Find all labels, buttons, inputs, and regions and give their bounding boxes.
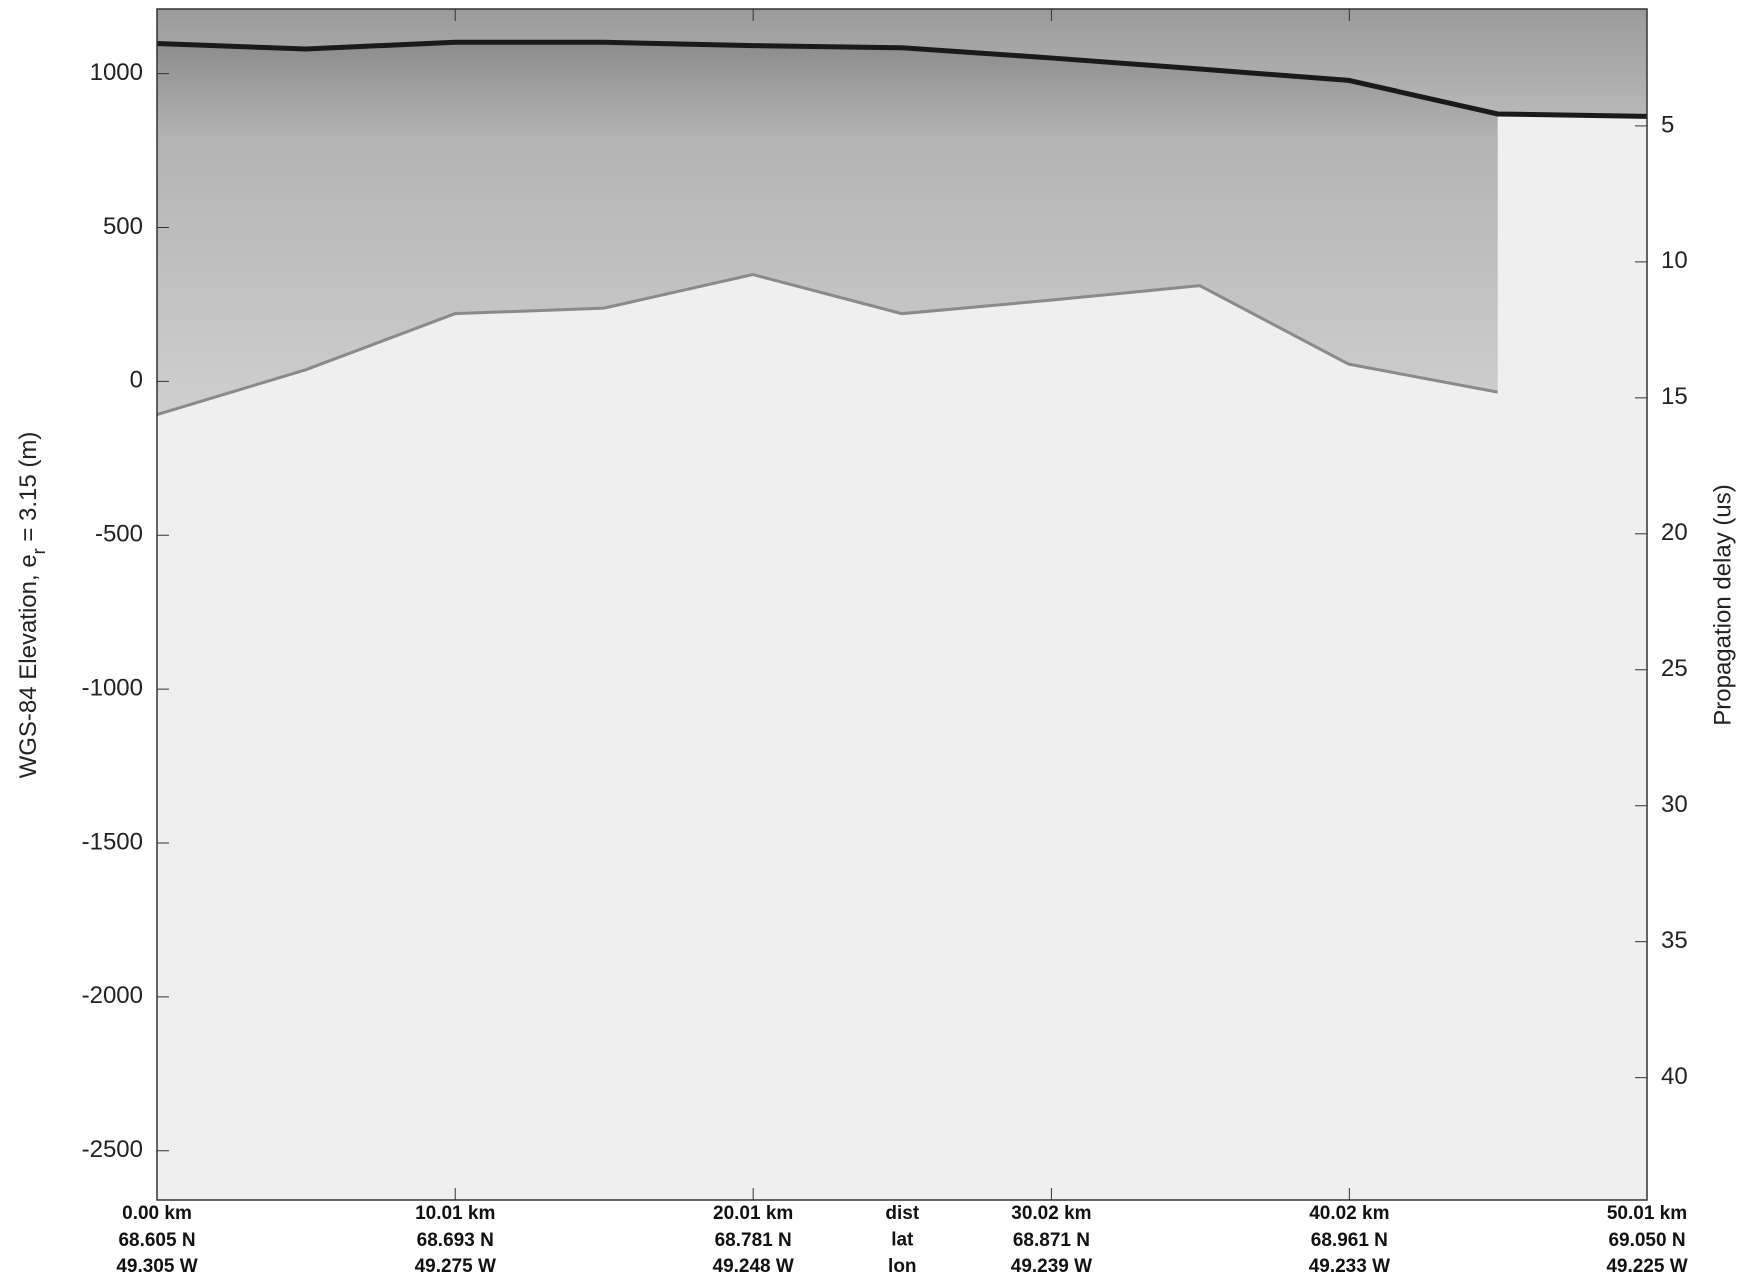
lat-label: 68.871 N bbox=[1013, 1230, 1090, 1251]
y-tick-label: -1000 bbox=[82, 674, 143, 701]
y2-tick-label: 10 bbox=[1661, 247, 1688, 274]
y-tick-label: 1000 bbox=[90, 59, 143, 86]
y2-tick-label: 30 bbox=[1661, 791, 1688, 818]
lon-label: 49.225 W bbox=[1606, 1256, 1687, 1277]
bed-line bbox=[156, 273, 1499, 417]
y2-tick-label: 5 bbox=[1661, 111, 1674, 138]
y-tick-label: -500 bbox=[95, 521, 143, 548]
lon-label: 49.248 W bbox=[713, 1256, 794, 1277]
x-tick-label: 40.02 km bbox=[1309, 1203, 1389, 1224]
x-tick-label: 50.01 km bbox=[1607, 1203, 1687, 1224]
y-tick-label: -2000 bbox=[82, 982, 143, 1009]
y2-tick-label: 20 bbox=[1661, 519, 1688, 546]
lon-label: 49.239 W bbox=[1011, 1256, 1092, 1277]
y2-tick-label: 35 bbox=[1661, 927, 1688, 954]
x-tick-label: 10.01 km bbox=[415, 1203, 495, 1224]
y-tick-label: -2500 bbox=[82, 1136, 143, 1163]
plot-frame bbox=[156, 8, 1648, 1201]
y2-axis-label: Propagation delay (us) bbox=[1709, 484, 1736, 725]
lon-label: 49.233 W bbox=[1309, 1256, 1390, 1277]
lat-label: 68.605 N bbox=[118, 1230, 195, 1251]
row-label: dist bbox=[885, 1203, 919, 1224]
lon-label: 49.275 W bbox=[415, 1256, 496, 1277]
lat-label: 68.961 N bbox=[1311, 1230, 1388, 1251]
y2-tick-label: 40 bbox=[1661, 1063, 1688, 1090]
ice-region bbox=[157, 42, 1498, 415]
y-tick-label: 0 bbox=[130, 367, 143, 394]
y-axis-label: WGS-84 Elevation, er = 3.15 (m) bbox=[15, 432, 48, 779]
y2-tick-label: 25 bbox=[1661, 655, 1688, 682]
y2-tick-label: 15 bbox=[1661, 383, 1688, 410]
air-region bbox=[157, 9, 1647, 117]
x-tick-label: 0.00 km bbox=[122, 1203, 192, 1224]
y-label-main: WGS-84 Elevation, e bbox=[15, 554, 42, 778]
lon-label: 49.305 W bbox=[116, 1256, 197, 1277]
surface-line bbox=[156, 39, 1647, 119]
y-tick-label: -1500 bbox=[82, 828, 143, 855]
x-tick-label: 20.01 km bbox=[713, 1203, 793, 1224]
lat-label: 69.050 N bbox=[1608, 1230, 1685, 1251]
row-label: lon bbox=[888, 1256, 917, 1277]
y-tick-label: 500 bbox=[103, 213, 143, 240]
lat-label: 68.693 N bbox=[417, 1230, 494, 1251]
x-tick-label: 30.02 km bbox=[1011, 1203, 1091, 1224]
row-label: lat bbox=[891, 1230, 914, 1251]
lat-label: 68.781 N bbox=[715, 1230, 792, 1251]
y-label-sub: r bbox=[29, 548, 49, 554]
y-label-rest: = 3.15 (m) bbox=[15, 432, 42, 549]
